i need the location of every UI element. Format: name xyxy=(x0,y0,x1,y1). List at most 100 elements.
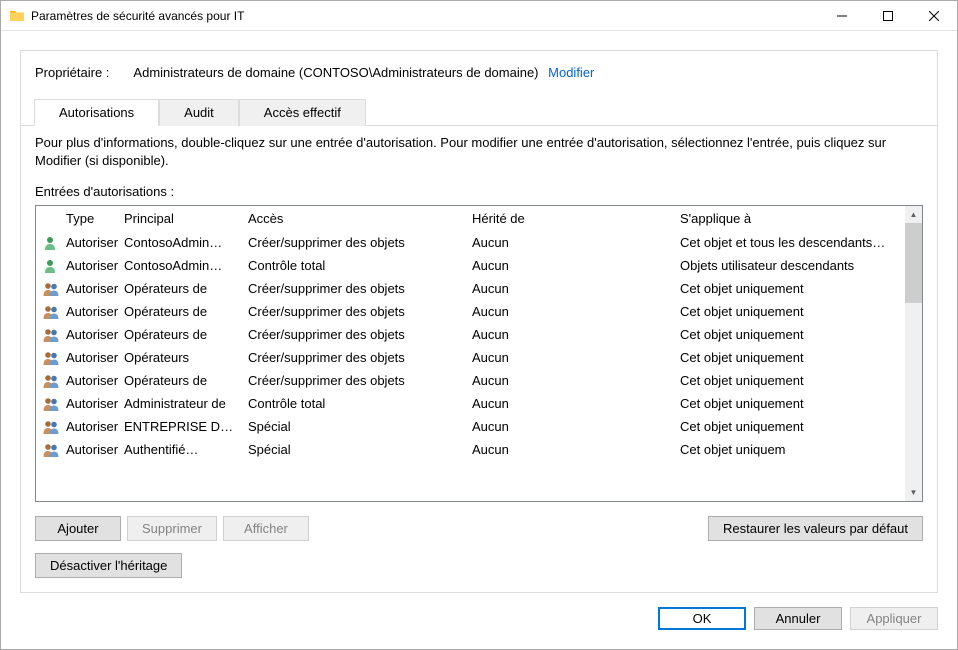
table-row[interactable]: AutoriserOpérateursCréer/supprimer des o… xyxy=(36,346,922,369)
cell-inherited: Aucun xyxy=(472,373,680,388)
window-title: Paramètres de sécurité avancés pour IT xyxy=(31,9,819,23)
view-button[interactable]: Afficher xyxy=(223,516,309,541)
owner-value: Administrateurs de domaine (CONTOSO\Admi… xyxy=(133,65,538,80)
change-owner-link[interactable]: Modifier xyxy=(548,65,594,80)
apply-button[interactable]: Appliquer xyxy=(850,607,938,630)
table-row[interactable]: AutoriserENTREPRISE D…SpécialAucunCet ob… xyxy=(36,415,922,438)
tab-effective-access[interactable]: Accès effectif xyxy=(239,99,366,126)
entries-label: Entrées d'autorisations : xyxy=(35,184,923,199)
table-row[interactable]: AutoriserAuthentifié…SpécialAucunCet obj… xyxy=(36,438,922,461)
group-icon xyxy=(42,304,66,320)
cell-applies: Cet objet uniquement xyxy=(680,419,918,434)
frame: Propriétaire : Administrateurs de domain… xyxy=(20,50,938,593)
cell-applies: Cet objet uniquem xyxy=(680,442,918,457)
table-row[interactable]: AutoriserAdministrateur deContrôle total… xyxy=(36,392,922,415)
scrollbar[interactable]: ▲ ▼ xyxy=(905,206,922,501)
owner-label: Propriétaire : xyxy=(35,65,109,80)
permissions-table: Type Principal Accès Hérité de S'appliqu… xyxy=(35,205,923,502)
cell-applies: Cet objet uniquement xyxy=(680,304,918,319)
col-header-principal[interactable]: Principal xyxy=(124,211,248,226)
group-icon xyxy=(42,327,66,343)
table-row[interactable]: AutoriserContosoAdmin…Créer/supprimer de… xyxy=(36,231,922,254)
button-row-2: Désactiver l'héritage xyxy=(35,553,923,578)
info-text: Pour plus d'informations, double-cliquez… xyxy=(35,134,923,170)
cell-type: Autoriser xyxy=(66,327,124,342)
titlebar: Paramètres de sécurité avancés pour IT xyxy=(1,1,957,31)
cell-principal: Opérateurs de xyxy=(124,281,248,296)
col-header-type[interactable]: Type xyxy=(66,211,124,226)
cell-applies: Cet objet uniquement xyxy=(680,350,918,365)
cell-inherited: Aucun xyxy=(472,304,680,319)
maximize-button[interactable] xyxy=(865,1,911,31)
cell-principal: Authentifié… xyxy=(124,442,248,457)
col-header-inherited[interactable]: Hérité de xyxy=(472,211,680,226)
cell-applies: Cet objet uniquement xyxy=(680,396,918,411)
group-icon xyxy=(42,373,66,389)
cell-type: Autoriser xyxy=(66,396,124,411)
cell-inherited: Aucun xyxy=(472,327,680,342)
minimize-button[interactable] xyxy=(819,1,865,31)
button-row: Ajouter Supprimer Afficher Restaurer les… xyxy=(35,516,923,541)
table-body: AutoriserContosoAdmin…Créer/supprimer de… xyxy=(36,231,922,501)
cell-applies: Objets utilisateur descendants xyxy=(680,258,918,273)
tab-permissions[interactable]: Autorisations xyxy=(34,99,159,126)
cancel-button[interactable]: Annuler xyxy=(754,607,842,630)
table-row[interactable]: AutoriserOpérateurs deCréer/supprimer de… xyxy=(36,277,922,300)
table-row[interactable]: AutoriserOpérateurs deCréer/supprimer de… xyxy=(36,369,922,392)
cell-access: Contrôle total xyxy=(248,396,472,411)
col-header-applies[interactable]: S'applique à xyxy=(680,211,918,226)
cell-type: Autoriser xyxy=(66,235,124,250)
group-icon xyxy=(42,442,66,458)
content: Propriétaire : Administrateurs de domain… xyxy=(1,31,957,649)
cell-applies: Cet objet uniquement xyxy=(680,281,918,296)
user-icon xyxy=(42,235,66,251)
cell-type: Autoriser xyxy=(66,350,124,365)
cell-access: Créer/supprimer des objets xyxy=(248,327,472,342)
cell-inherited: Aucun xyxy=(472,350,680,365)
scroll-up-icon[interactable]: ▲ xyxy=(905,206,922,223)
cell-access: Spécial xyxy=(248,442,472,457)
cell-applies: Cet objet uniquement xyxy=(680,327,918,342)
ok-button[interactable]: OK xyxy=(658,607,746,630)
cell-principal: ContosoAdmin… xyxy=(124,258,248,273)
cell-access: Spécial xyxy=(248,419,472,434)
add-button[interactable]: Ajouter xyxy=(35,516,121,541)
cell-applies: Cet objet et tous les descendants… xyxy=(680,235,918,250)
cell-access: Créer/supprimer des objets xyxy=(248,350,472,365)
close-button[interactable] xyxy=(911,1,957,31)
group-icon xyxy=(42,281,66,297)
tabs: Autorisations Audit Accès effectif xyxy=(34,98,923,125)
cell-access: Contrôle total xyxy=(248,258,472,273)
table-row[interactable]: AutoriserContosoAdmin…Contrôle totalAucu… xyxy=(36,254,922,277)
table-row[interactable]: AutoriserOpérateurs deCréer/supprimer de… xyxy=(36,300,922,323)
cell-type: Autoriser xyxy=(66,373,124,388)
cell-type: Autoriser xyxy=(66,419,124,434)
restore-defaults-button[interactable]: Restaurer les valeurs par défaut xyxy=(708,516,923,541)
scroll-thumb[interactable] xyxy=(905,223,922,303)
cell-principal: ContosoAdmin… xyxy=(124,235,248,250)
cell-inherited: Aucun xyxy=(472,396,680,411)
cell-access: Créer/supprimer des objets xyxy=(248,281,472,296)
disable-inheritance-button[interactable]: Désactiver l'héritage xyxy=(35,553,182,578)
group-icon xyxy=(42,396,66,412)
footer-buttons: OK Annuler Appliquer xyxy=(20,607,938,630)
owner-row: Propriétaire : Administrateurs de domain… xyxy=(35,65,923,80)
cell-principal: Administrateur de xyxy=(124,396,248,411)
tab-panel: Pour plus d'informations, double-cliquez… xyxy=(21,125,937,578)
cell-access: Créer/supprimer des objets xyxy=(248,304,472,319)
cell-type: Autoriser xyxy=(66,281,124,296)
remove-button[interactable]: Supprimer xyxy=(127,516,217,541)
user-icon xyxy=(42,258,66,274)
cell-inherited: Aucun xyxy=(472,442,680,457)
col-header-access[interactable]: Accès xyxy=(248,211,472,226)
cell-inherited: Aucun xyxy=(472,281,680,296)
folder-icon xyxy=(9,8,25,24)
cell-principal: Opérateurs xyxy=(124,350,248,365)
cell-type: Autoriser xyxy=(66,304,124,319)
scroll-track[interactable] xyxy=(905,223,922,484)
tab-audit[interactable]: Audit xyxy=(159,99,239,126)
scroll-down-icon[interactable]: ▼ xyxy=(905,484,922,501)
titlebar-buttons xyxy=(819,1,957,31)
table-row[interactable]: AutoriserOpérateurs deCréer/supprimer de… xyxy=(36,323,922,346)
cell-type: Autoriser xyxy=(66,442,124,457)
